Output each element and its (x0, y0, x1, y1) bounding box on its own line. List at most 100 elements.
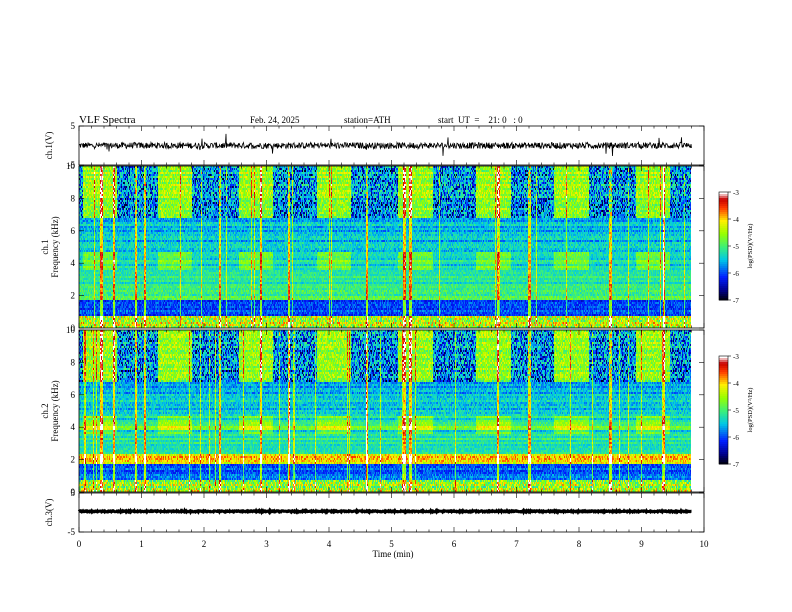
colorbar-cell (719, 362, 728, 365)
colorbar-cell (719, 236, 728, 239)
colorbar-cell (719, 282, 728, 285)
colorbar-cell (719, 288, 728, 291)
colorbar-cell (719, 268, 728, 271)
colorbar-cell (719, 262, 728, 265)
colorbar-cell (719, 286, 728, 289)
x-tick-label: 8 (577, 539, 582, 549)
colorbar-cell (719, 412, 728, 415)
ch1-spectrogram-panel: 0 2 4 6 8 10 ch.1 Frequency (kHz) (40, 161, 705, 333)
colorbar-cell (719, 370, 728, 373)
y-tick-label: 8 (71, 357, 76, 367)
y-axis-label: ch.3(V) (44, 499, 54, 527)
colorbar-cell (719, 242, 728, 245)
colorbar-cell (719, 244, 728, 247)
colorbar-cell (719, 432, 728, 435)
ch1-trace (78, 133, 692, 157)
colorbar-cell (719, 198, 728, 201)
colorbar-cell (719, 240, 728, 243)
colorbar-tick-label: -5 (733, 243, 739, 251)
colorbar-cell (719, 424, 728, 427)
colorbar-cell (719, 194, 728, 197)
colorbar-cell (719, 408, 728, 411)
colorbar-cell (719, 260, 728, 263)
colorbar-cell (719, 454, 728, 457)
colorbar-cell (719, 364, 728, 367)
colorbar-cell (719, 214, 728, 217)
colorbar-cell (719, 272, 728, 275)
colorbar-cell (719, 414, 728, 417)
colorbar-cell (719, 278, 728, 281)
x-tick-label: 6 (452, 539, 457, 549)
colorbar-cell (719, 276, 728, 279)
y-tick-label: -5 (68, 160, 76, 170)
colorbar-cell (719, 292, 728, 295)
x-tick-label: 3 (264, 539, 269, 549)
y-tick-label: -5 (68, 527, 76, 537)
colorbar-cell (719, 450, 728, 453)
y-axis-label-channel: ch.1 (40, 239, 50, 254)
colorbar-cell (719, 452, 728, 455)
colorbar-tick-label: -3 (733, 189, 739, 197)
colorbar-cell (719, 380, 728, 383)
colorbar-cell (719, 196, 728, 199)
ch3-trace (77, 507, 692, 516)
colorbar-cell (719, 232, 728, 235)
colorbar-tick-label: -4 (733, 216, 739, 224)
colorbar-cell (719, 250, 728, 253)
colorbar-cell (719, 210, 728, 213)
start-ut-label: start UT = 21: 0 : 0 (438, 115, 523, 125)
colorbar-cell (719, 386, 728, 389)
colorbar-cell (719, 206, 728, 209)
colorbar-cell (719, 384, 728, 387)
ch1-waveform-panel: 5 -5 ch.1(V) (44, 121, 705, 170)
colorbar-cell (719, 192, 728, 195)
colorbar-label: log(PSD)(V²/Hz) (747, 224, 754, 269)
y-tick-label: 2 (71, 291, 76, 301)
spec1-spectrogram-image (79, 166, 691, 328)
colorbar-cell (719, 462, 728, 465)
colorbar-cell (719, 234, 728, 237)
colorbar-cell (719, 418, 728, 421)
colorbar-label: log(PSD)(V²/Hz) (747, 388, 754, 433)
colorbar-cell (719, 230, 728, 233)
colorbar-cell (719, 410, 728, 413)
colorbar-cell (719, 218, 728, 221)
colorbar-cell (719, 266, 728, 269)
colorbar-cell (719, 264, 728, 267)
colorbar-cell (719, 430, 728, 433)
colorbar-cell (719, 388, 728, 391)
colorbar-cell (719, 372, 728, 375)
colorbar-cell (719, 212, 728, 215)
x-axis-label: Time (min) (373, 549, 414, 559)
y-axis-label-frequency: Frequency (kHz) (50, 380, 60, 441)
colorbar-cell (719, 360, 728, 363)
colorbar-cell (719, 220, 728, 223)
colorbar-tick-label: -7 (733, 297, 739, 305)
colorbar-cell (719, 238, 728, 241)
colorbar-cell (719, 456, 728, 459)
colorbar-cell (719, 396, 728, 399)
colorbar-cell (719, 402, 728, 405)
colorbar-cell (719, 444, 728, 447)
colorbar-tick-label: -6 (733, 270, 739, 278)
colorbar-cell (719, 458, 728, 461)
colorbar-cell (719, 398, 728, 401)
colorbar-cell (719, 284, 728, 287)
colorbar-cell (719, 224, 728, 227)
figure-title: VLF Spectra (79, 114, 136, 126)
colorbar-cell (719, 460, 728, 463)
y-axis-label: ch.1(V) (44, 132, 54, 160)
colorbar-cell (719, 426, 728, 429)
colorbar-cell (719, 290, 728, 293)
colorbar-cell (719, 356, 728, 359)
colorbar-cell (719, 254, 728, 257)
y-tick-label: 6 (71, 226, 76, 236)
colorbar-cell (719, 434, 728, 437)
y-tick-label: 10 (66, 325, 76, 335)
colorbar-cell (719, 208, 728, 211)
colorbar-tick-label: -3 (733, 353, 739, 361)
y-tick-label: 8 (71, 193, 76, 203)
colorbar-cell (719, 252, 728, 255)
x-tick-label: 1 (139, 539, 144, 549)
